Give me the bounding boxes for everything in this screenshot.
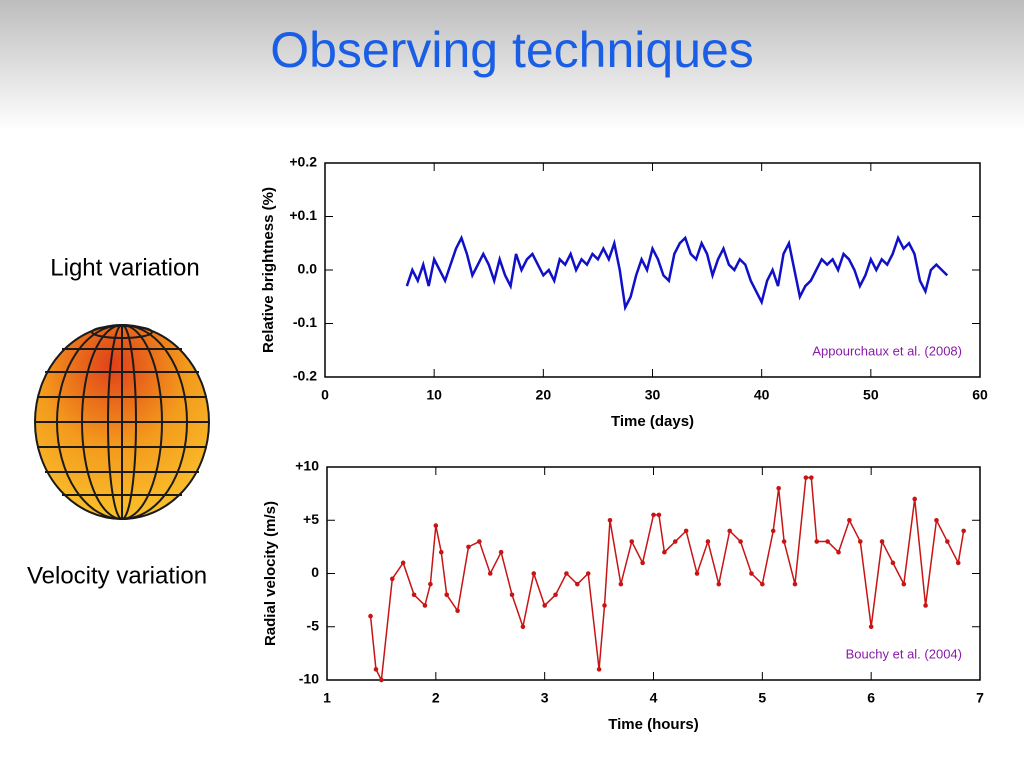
data-point bbox=[961, 528, 966, 534]
y-tick-label: +5 bbox=[303, 511, 319, 527]
data-point bbox=[373, 667, 379, 672]
y-tick-label: -5 bbox=[307, 617, 320, 633]
data-point bbox=[400, 560, 406, 566]
x-tick-label: 2 bbox=[432, 690, 440, 706]
data-point bbox=[672, 539, 678, 544]
x-axis-title: Time (hours) bbox=[608, 716, 699, 733]
data-point bbox=[438, 549, 444, 555]
x-tick-label: 5 bbox=[758, 690, 766, 706]
x-tick-label: 10 bbox=[426, 387, 442, 403]
x-tick-label: 4 bbox=[650, 690, 658, 706]
x-tick-label: 30 bbox=[645, 387, 661, 403]
y-tick-label: -10 bbox=[299, 671, 319, 687]
data-point bbox=[760, 581, 765, 587]
data-point bbox=[411, 592, 417, 598]
x-tick-label: 20 bbox=[536, 387, 552, 403]
annotation: Appourchaux et al. (2008) bbox=[812, 343, 962, 358]
y-axis-title: Radial velocity (m/s) bbox=[262, 501, 279, 646]
data-point bbox=[781, 539, 787, 544]
data-point bbox=[618, 581, 624, 587]
data-point bbox=[945, 539, 950, 544]
data-point bbox=[814, 539, 820, 544]
star-sphere bbox=[34, 324, 210, 520]
annotation: Bouchy et al. (2004) bbox=[846, 646, 962, 661]
x-tick-label: 1 bbox=[323, 690, 331, 706]
data-point bbox=[585, 571, 591, 576]
data-point bbox=[422, 603, 428, 608]
data-point bbox=[509, 592, 515, 598]
data-line bbox=[405, 234, 949, 312]
data-point bbox=[629, 539, 635, 544]
data-point bbox=[749, 571, 754, 576]
data-point bbox=[498, 549, 504, 555]
data-point bbox=[825, 539, 830, 544]
x-tick-label: 3 bbox=[541, 690, 549, 706]
data-point bbox=[857, 539, 863, 544]
x-tick-label: 60 bbox=[972, 387, 988, 403]
data-point bbox=[379, 677, 384, 683]
x-tick-label: 40 bbox=[754, 387, 770, 403]
y-axis-title: Relative brightness (%) bbox=[260, 187, 277, 353]
data-point bbox=[487, 571, 493, 576]
data-point bbox=[477, 539, 482, 544]
x-tick-label: 7 bbox=[976, 690, 984, 706]
y-tick-label: -0.2 bbox=[293, 368, 317, 384]
data-point bbox=[879, 539, 885, 544]
data-point bbox=[792, 581, 798, 587]
x-tick-label: 50 bbox=[863, 387, 879, 403]
label: Velocity variation bbox=[27, 562, 207, 589]
data-point bbox=[564, 571, 569, 576]
data-point bbox=[776, 486, 781, 491]
y-tick-label: -0.1 bbox=[293, 314, 317, 330]
data-point bbox=[868, 624, 874, 630]
data-point bbox=[694, 571, 700, 576]
data-point bbox=[433, 523, 439, 528]
data-point bbox=[428, 581, 433, 587]
data-point bbox=[368, 613, 373, 619]
data-point bbox=[809, 475, 814, 480]
data-point bbox=[705, 539, 711, 544]
data-point bbox=[520, 624, 526, 630]
data-point bbox=[662, 549, 667, 555]
data-point bbox=[912, 496, 917, 502]
x-tick-label: 0 bbox=[321, 387, 329, 403]
x-axis-title: Time (days) bbox=[611, 413, 694, 430]
data-point bbox=[390, 576, 395, 582]
data-point bbox=[553, 592, 558, 598]
data-point bbox=[607, 517, 613, 523]
data-point bbox=[727, 528, 732, 534]
data-point bbox=[803, 475, 809, 480]
data-point bbox=[683, 528, 689, 534]
data-point bbox=[542, 603, 547, 608]
data-point bbox=[890, 560, 896, 566]
data-point bbox=[770, 528, 776, 534]
data-point bbox=[836, 549, 841, 555]
data-point bbox=[651, 512, 656, 518]
data-point bbox=[455, 608, 460, 614]
data-point bbox=[716, 581, 722, 587]
x-tick-label: 6 bbox=[867, 690, 875, 706]
data-point bbox=[738, 539, 743, 544]
y-tick-label: 0 bbox=[311, 564, 319, 580]
data-point bbox=[602, 603, 607, 608]
slide-title: Observing techniques bbox=[270, 22, 754, 78]
data-point bbox=[531, 571, 537, 576]
data-point bbox=[901, 581, 907, 587]
y-tick-label: +0.1 bbox=[289, 207, 317, 223]
y-tick-label: +0.2 bbox=[289, 154, 317, 170]
data-point bbox=[955, 560, 961, 566]
y-tick-label: +10 bbox=[295, 458, 319, 474]
data-point bbox=[923, 603, 928, 608]
y-tick-label: 0.0 bbox=[298, 261, 318, 277]
data-point bbox=[596, 667, 602, 672]
label: Light variation bbox=[50, 254, 199, 281]
data-point bbox=[466, 544, 471, 550]
data-point bbox=[934, 517, 939, 523]
data-point bbox=[656, 512, 662, 518]
data-point bbox=[640, 560, 645, 566]
data-point bbox=[575, 581, 580, 587]
data-point bbox=[847, 517, 852, 523]
data-point bbox=[444, 592, 450, 598]
